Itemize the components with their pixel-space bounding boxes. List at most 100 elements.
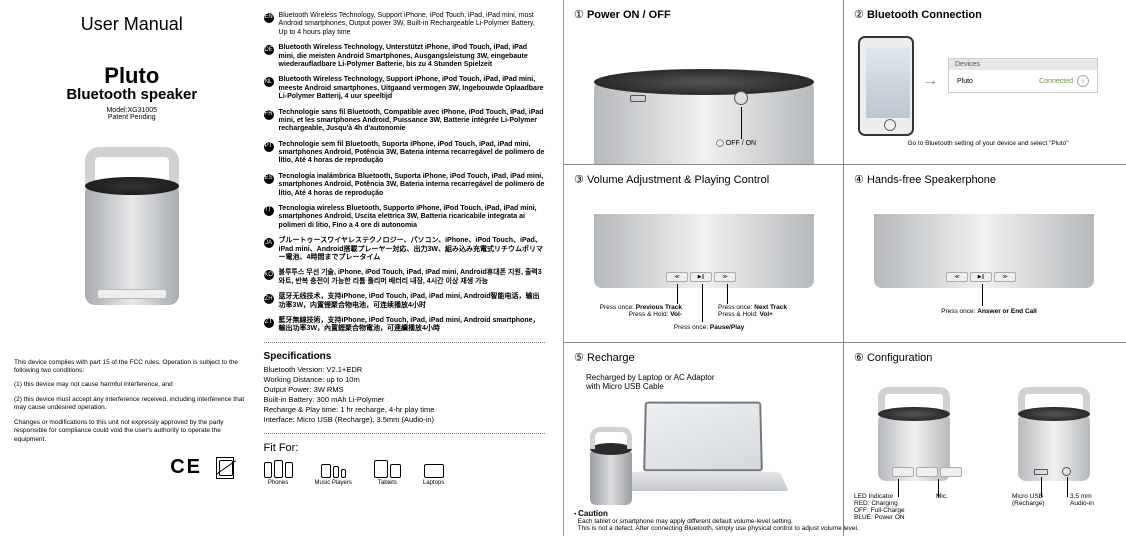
lang-item: ENBluetooth Wireless Technology, Support… (264, 12, 545, 37)
caution-line: This is not a defect. After connecting B… (578, 525, 859, 532)
fitfor-tablets: Tablets (374, 460, 401, 486)
fitfor-phones: Phones (264, 460, 293, 486)
next-button: ≫ (714, 272, 736, 282)
fitfor-laptops: Laptops (423, 464, 444, 486)
fcc-line: (2) this device must accept any interfer… (14, 396, 250, 413)
prev-button: ≪ (666, 272, 688, 282)
bluetooth-note: Go to Bluetooth setting of your device a… (868, 140, 1108, 147)
lang-item: NL Bluetooth Wireless Technology, Support… (264, 76, 545, 101)
spec-line: Recharge & Play time: 1 hr recharge, 4-h… (264, 405, 545, 415)
specifications: Specifications Bluetooth Version: V2.1+E… (264, 351, 545, 426)
spec-line: Built-in Battery: 300 mAh Li-Polymer (264, 395, 545, 405)
fitfor-label: Phones (268, 480, 288, 486)
lang-text: Technologie sem fil Bluetooth, Suporta i… (279, 141, 545, 166)
chevron-right-icon: › (1077, 75, 1089, 87)
lang-text: 藍牙無線技術，支持iPhone, iPod Touch, iPad, iPad … (279, 317, 545, 334)
ce-mark: CE (170, 456, 202, 478)
weee-icon (216, 457, 234, 479)
recharge-note: Recharged by Laptop or AC Adaptor with M… (586, 373, 715, 391)
speaker-mini-icon (590, 449, 632, 505)
ce-mark-row: CE (14, 456, 250, 479)
cell-handsfree: ④ Hands-free Speakerphone ≪ ▶|| ≫ Press … (843, 164, 1126, 342)
lang-text: Bluetooth Wireless Technology, Unterstüt… (279, 44, 545, 69)
cell-number: ⑤ (574, 352, 584, 364)
cell-title: Hands-free Speakerphone (867, 174, 996, 186)
fitfor-label: Tablets (378, 480, 397, 486)
aux-label: 3.5 mm Audio-in (1070, 493, 1094, 507)
lang-bullet-icon: DE (264, 45, 274, 55)
usb-label: Micro USB (Recharge) (1012, 493, 1045, 507)
lang-item: KO 블루투스 무선 기술, iPhone, iPod Touch, iPad, … (264, 269, 545, 286)
right-column: EN Bluetooth Wireless Technology, Support… (258, 0, 563, 536)
spec-line: Output Power: 3W RMS (264, 385, 545, 395)
product-name: Pluto (14, 65, 250, 87)
cell-number: ① (574, 9, 584, 21)
fitfor-music: Music Players (315, 464, 352, 486)
lang-item: IT Tecnologia wireless Bluetooth, Support… (264, 205, 545, 230)
device-panel-header: Devices (949, 59, 1097, 70)
cell-title: Bluetooth Connection (867, 9, 982, 21)
lang-item: ES Tecnología inalámbrica Bluetooth, Supo… (264, 173, 545, 198)
lang-item: DE Bluetooth Wireless Technology, Unterst… (264, 44, 545, 69)
lang-bullet-icon: IT (264, 206, 274, 216)
lang-bullet-icon: ES (264, 174, 274, 184)
lang-text: Tecnologia wireless Bluetooth, Supporto … (279, 205, 545, 230)
lang-text: Bluetooth Wireless Technology, Support i… (279, 76, 545, 101)
led-label: LED Indicator (854, 493, 893, 500)
fcc-line: Changes or modifications to this unit no… (14, 419, 250, 444)
spec-heading: Specifications (264, 351, 545, 362)
prev-button: ≪ (946, 272, 968, 282)
lang-text: Tecnología inalámbrica Bluetooth, Suport… (279, 173, 545, 198)
spec-line: Bluetooth Version: V2.1+EDR (264, 365, 545, 375)
cell-number: ④ (854, 174, 864, 186)
product-title-block: Pluto Bluetooth speaker Model:XG31005 Pa… (14, 65, 250, 121)
lang-text: ブルートゥースワイヤレステクノロジー、パソコン、iPhone、iPod Touc… (279, 237, 545, 262)
fitfor-label: Music Players (315, 480, 352, 486)
fcc-line: This device complies with part 15 of the… (14, 359, 250, 376)
product-image (67, 139, 197, 319)
button-row: ≪ ▶|| ≫ (946, 272, 1016, 282)
cell-number: ⑥ (854, 352, 864, 364)
lang-bullet-icon: KO (264, 270, 274, 280)
product-subtitle: Bluetooth speaker (14, 87, 250, 104)
left-page: User Manual Pluto Bluetooth speaker Mode… (0, 0, 564, 536)
cell-number: ② (854, 9, 864, 21)
lang-text: 蓝牙无线技术，支持iPhone, iPod Touch, iPad, iPad … (279, 293, 545, 310)
lang-text: 블루투스 무선 기술, iPhone, iPod Touch, iPad, iP… (279, 269, 545, 286)
led-label: RED: Charging (854, 500, 898, 507)
device-panel: Devices Pluto Connected› (948, 58, 1098, 93)
caution-line: Each tablet or smartphone may apply diff… (578, 518, 793, 525)
play-button: ▶|| (970, 272, 992, 282)
cell-recharge: ⑤ Recharge Recharged by Laptop or AC Ada… (564, 342, 843, 536)
cell-power: ① Power ON / OFF ◯ OFF / ON (564, 0, 843, 164)
play-button: ▶|| (690, 272, 712, 282)
cell-bluetooth: ② Bluetooth Connection → Devices Pluto C… (843, 0, 1126, 164)
arrow-right-icon: → (922, 72, 938, 90)
lang-item: ZT藍牙無線技術，支持iPhone, iPod Touch, iPad, iPa… (264, 317, 545, 334)
fcc-line: (1) this device may not cause harmful in… (14, 381, 250, 389)
fitfor-label: Laptops (423, 480, 444, 486)
fitfor-heading: Fit For: (264, 442, 545, 454)
lang-item: PTTechnologie sem fil Bluetooth, Suporta… (264, 141, 545, 166)
cell-title: Volume Adjustment & Playing Control (587, 174, 769, 186)
instruction-grid: ① Power ON / OFF ◯ OFF / ON ② Bluetooth … (564, 0, 1126, 536)
button-row: ≪ ▶|| ≫ (666, 272, 736, 282)
caution-block: • Caution Each tablet or smartphone may … (574, 509, 1114, 532)
spec-line: Interface: Micro USB (Recharge), 3.5mm (… (264, 415, 545, 425)
lang-item: FRTechnologie sans fil Bluetooth, Compat… (264, 109, 545, 134)
spec-line: Working Distance: up to 10m (264, 375, 545, 385)
switch-label: OFF / ON (726, 140, 756, 147)
user-manual-heading: User Manual (14, 14, 250, 35)
fitfor-row: Phones Music Players Tablets Laptops (264, 460, 545, 486)
cell-number: ③ (574, 174, 584, 186)
lang-bullet-icon: NL (264, 77, 274, 87)
laptop-icon (618, 401, 778, 497)
phone-icon (858, 36, 914, 136)
lang-bullet-icon: ZH (264, 294, 274, 304)
device-name: Pluto (957, 78, 973, 85)
lang-bullet-icon: EN (264, 13, 274, 23)
left-column: User Manual Pluto Bluetooth speaker Mode… (0, 0, 258, 536)
language-list: EN Bluetooth Wireless Technology, Support… (264, 12, 545, 334)
lang-item: ZH 蓝牙无线技术，支持iPhone, iPod Touch, iPad, iPa… (264, 293, 545, 310)
model-number: Model:XG31005 (14, 107, 250, 114)
